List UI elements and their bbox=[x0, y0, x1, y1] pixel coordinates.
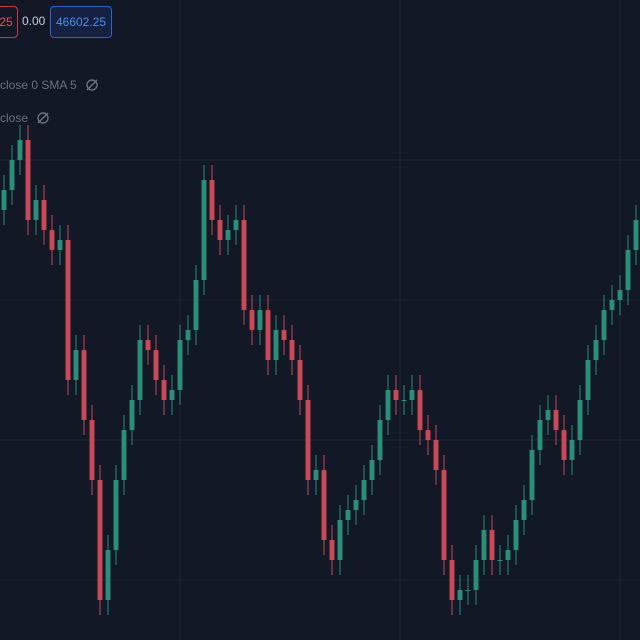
candle-body bbox=[569, 440, 575, 460]
candle-body bbox=[65, 240, 71, 380]
candle-body bbox=[321, 470, 327, 540]
candle-body bbox=[497, 560, 503, 561]
indicator-row: close 0 SMA 5 bbox=[0, 78, 99, 92]
candle-body bbox=[217, 220, 223, 240]
candle-body bbox=[489, 530, 495, 560]
candle-body bbox=[553, 410, 559, 430]
candle-body bbox=[25, 140, 31, 220]
candle-body bbox=[361, 480, 367, 500]
candle-body bbox=[537, 420, 543, 450]
candle-body bbox=[89, 420, 95, 480]
candle-body bbox=[297, 360, 303, 400]
candle-body bbox=[1, 190, 7, 210]
candle-body bbox=[97, 480, 103, 600]
candle-body bbox=[625, 250, 631, 290]
candle-body bbox=[249, 310, 255, 330]
candle-body bbox=[609, 300, 615, 310]
candle-body bbox=[473, 560, 479, 590]
candle-body bbox=[513, 520, 519, 550]
candle-body bbox=[201, 180, 207, 280]
candle-body bbox=[153, 350, 159, 380]
candle-body bbox=[265, 310, 271, 360]
candle-body bbox=[49, 230, 55, 250]
candle-body bbox=[137, 340, 143, 400]
candle-body bbox=[481, 530, 487, 560]
candle-body bbox=[377, 420, 383, 460]
candle-body bbox=[329, 540, 335, 560]
candle-body bbox=[177, 340, 183, 390]
candle-body bbox=[17, 140, 23, 160]
candle-body bbox=[241, 220, 247, 310]
change-percent: 0.00 bbox=[22, 14, 46, 28]
change-box[interactable]: 25 bbox=[0, 6, 18, 38]
candle-body bbox=[577, 400, 583, 440]
indicator-label: close 0 SMA 5 bbox=[0, 78, 77, 92]
candle-body bbox=[145, 340, 151, 350]
hide-icon[interactable] bbox=[85, 78, 99, 92]
candle-body bbox=[409, 390, 415, 400]
candle-body bbox=[545, 410, 551, 420]
candle-body bbox=[601, 310, 607, 340]
candle-body bbox=[193, 280, 199, 330]
price-box[interactable]: 46602.25 bbox=[50, 6, 112, 38]
candle-body bbox=[81, 350, 87, 420]
candle-body bbox=[73, 350, 79, 380]
candle-body bbox=[209, 180, 215, 220]
candle-body bbox=[425, 430, 431, 440]
candle-body bbox=[521, 500, 527, 520]
candle-body bbox=[185, 330, 191, 340]
indicator-row: close bbox=[0, 111, 50, 125]
candle-body bbox=[169, 390, 175, 400]
candle-body bbox=[281, 330, 287, 340]
candle-body bbox=[561, 430, 567, 460]
candle-body bbox=[433, 440, 439, 470]
candle-body bbox=[465, 590, 471, 591]
candle-body bbox=[33, 200, 39, 220]
candle-body bbox=[385, 390, 391, 420]
candle-body bbox=[529, 450, 535, 500]
candle-body bbox=[617, 290, 623, 300]
candle-body bbox=[273, 330, 279, 360]
candle-body bbox=[121, 430, 127, 480]
candle-body bbox=[345, 510, 351, 520]
candle-body bbox=[9, 160, 15, 190]
candle-body bbox=[257, 310, 263, 330]
candle-body bbox=[401, 400, 407, 401]
candle-body bbox=[457, 590, 463, 600]
candle-body bbox=[305, 400, 311, 480]
candle-body bbox=[337, 520, 343, 560]
candle-body bbox=[225, 230, 231, 240]
candle-body bbox=[113, 480, 119, 550]
candle-body bbox=[57, 240, 63, 250]
hide-icon[interactable] bbox=[36, 111, 50, 125]
candle-body bbox=[105, 550, 111, 600]
candle-body bbox=[633, 220, 639, 250]
candle-body bbox=[449, 560, 455, 600]
candle-body bbox=[161, 380, 167, 400]
candle-body bbox=[441, 470, 447, 560]
candle-body bbox=[585, 360, 591, 400]
candle-body bbox=[129, 400, 135, 430]
candle-body bbox=[289, 340, 295, 360]
candle-body bbox=[233, 220, 239, 230]
candle-body bbox=[353, 500, 359, 510]
candle-body bbox=[417, 390, 423, 430]
candle-body bbox=[313, 470, 319, 480]
candle-body bbox=[393, 390, 399, 400]
indicator-label: close bbox=[0, 111, 29, 125]
candle-body bbox=[41, 200, 47, 230]
candle-body bbox=[505, 550, 511, 560]
candle-body bbox=[593, 340, 599, 360]
candle-body bbox=[369, 460, 375, 480]
